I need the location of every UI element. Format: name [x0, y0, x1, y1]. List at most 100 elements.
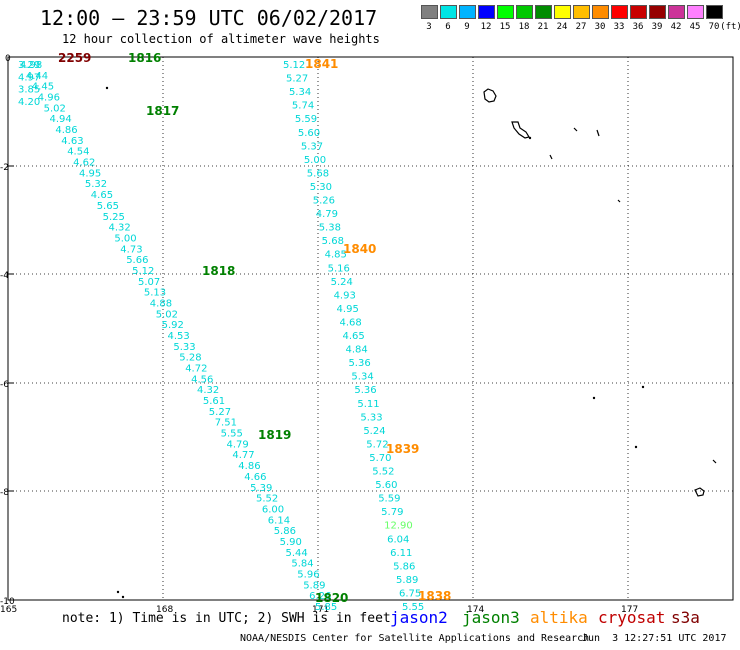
longitude-label: 168 — [156, 605, 173, 615]
wave-height-value: 5.30 — [310, 182, 332, 193]
legend-swatch — [535, 5, 552, 19]
wave-height-value: 5.07 — [138, 277, 160, 288]
wave-height-value: 5.38 — [319, 223, 341, 234]
satellite-cryosat: cryosat — [598, 608, 666, 627]
island-dot — [592, 396, 596, 400]
wave-height-value: 5.59 — [295, 114, 317, 125]
wave-height-value: 5.55 — [402, 602, 424, 613]
wave-height-value: 5.27 — [209, 407, 231, 418]
wave-height-value: 5.89 — [303, 580, 325, 591]
wave-height-value: 5.36 — [354, 385, 376, 396]
wave-height-value: 5.74 — [292, 101, 314, 112]
wave-height-value: 5.33 — [360, 412, 382, 423]
legend-label: 30 — [594, 22, 606, 32]
wave-height-value: 4.94 — [50, 114, 72, 125]
longitude-label: 174 — [467, 605, 484, 615]
pass-time-label: 1838 — [418, 589, 451, 603]
legend-label: 24 — [556, 22, 568, 32]
legend-swatch — [573, 5, 590, 19]
wave-height-value: 4.66 — [244, 472, 266, 483]
island-dot — [634, 445, 638, 449]
wave-height-value: 5.32 — [85, 179, 107, 190]
wave-height-value: 5.26 — [313, 196, 335, 207]
island-outline — [694, 487, 705, 497]
wave-height-value: 4.95 — [79, 168, 101, 179]
wave-height-value: 4.96 — [38, 93, 60, 104]
longitude-label: 171 — [312, 605, 329, 615]
wave-height-value: 5.60 — [298, 128, 320, 139]
legend-label: 70 — [708, 22, 720, 32]
pass-time-label: 1819 — [258, 428, 291, 442]
satellite-jason2: jason2 — [390, 608, 448, 627]
longitude-label: 165 — [0, 605, 17, 615]
generated-timestamp: Jun 3 12:27:51 UTC 2017 — [582, 633, 727, 644]
island-outlines — [105, 86, 717, 599]
wave-height-value: 5.84 — [291, 559, 313, 570]
units-note: note: 1) Time is in UTC; 2) SWH is in fe… — [62, 611, 391, 626]
wave-height-value: 12.90 — [384, 521, 413, 532]
wave-height-value: 5.66 — [126, 255, 148, 266]
legend-label: 36 — [632, 22, 644, 32]
wave-height-value: 5.68 — [307, 168, 329, 179]
wave-height-value: 3.29 — [18, 60, 40, 71]
legend-swatch — [516, 5, 533, 19]
legend-label: 9 — [464, 22, 470, 32]
wave-height-value: 5.72 — [366, 439, 388, 450]
wave-height-value: 6.75 — [399, 588, 421, 599]
legend-swatch — [497, 5, 514, 19]
wave-height-value: 5.60 — [375, 480, 397, 491]
legend-swatch — [706, 5, 723, 19]
legend-label: 27 — [575, 22, 587, 32]
wave-height-value: 4.86 — [238, 461, 260, 472]
wave-height-value: 4.56 — [191, 374, 213, 385]
wave-height-value: 4.32 — [197, 385, 219, 396]
wave-height-value: 4.68 — [340, 317, 362, 328]
wave-height-value: 4.65 — [343, 331, 365, 342]
island-outline — [549, 154, 553, 160]
pass-time-labels: 2259 1816 1817 1818 1819 1820 1841 1840 1839 1838 — [58, 51, 451, 605]
wave-height-value: 4.44 — [26, 71, 48, 82]
legend-label: 45 — [689, 22, 701, 32]
wave-height-value: 4.95 — [337, 304, 359, 315]
wave-height-value: 5.89 — [396, 575, 418, 586]
island-dot — [116, 590, 120, 594]
wave-height-value: 4.72 — [185, 364, 207, 375]
legend-label: 3 — [426, 22, 432, 32]
pass-time-label: 1817 — [146, 104, 179, 118]
wave-height-value: 4.32 — [109, 223, 131, 234]
map-frame — [7, 56, 734, 601]
legend-label: 15 — [499, 22, 511, 32]
wave-height-value: 5.39 — [250, 483, 272, 494]
wave-height-value: 5.52 — [372, 467, 394, 478]
wave-height-value: 5.02 — [156, 309, 178, 320]
wave-height-value: 4.54 — [67, 147, 89, 158]
legend-unit: (ft) — [720, 22, 740, 32]
wave-height-value: 4.45 — [32, 82, 54, 93]
wave-height-value: 3.85 — [18, 85, 40, 96]
latitude-label: -8 — [0, 488, 9, 498]
wave-height-value: 7.51 — [215, 418, 237, 429]
pass-time-label: 1818 — [202, 264, 235, 278]
wave-height-value: 5.28 — [179, 353, 201, 364]
island-dot — [121, 595, 125, 599]
wave-height-value: 4.62 — [73, 158, 95, 169]
wave-height-value: 5.70 — [369, 453, 391, 464]
longitude-label: 177 — [621, 605, 638, 615]
wave-height-value: 4.73 — [120, 244, 142, 255]
wave-height-value: 5.36 — [348, 358, 370, 369]
legend-label: 18 — [518, 22, 530, 32]
wave-height-value: 5.61 — [203, 396, 225, 407]
wave-height-value: 6.26 — [309, 591, 331, 602]
wave-height-value: 5.11 — [357, 399, 379, 410]
wave-height-value: 4.53 — [168, 331, 190, 342]
satellite-jason3: jason3 — [462, 608, 520, 627]
pass-time-label: 1840 — [343, 242, 376, 256]
wave-height-value: 5.55 — [221, 429, 243, 440]
legend-swatch — [630, 5, 647, 19]
island-dot — [641, 385, 645, 389]
latitude-label: 0 — [5, 54, 11, 64]
wave-height-value: 5.24 — [331, 277, 353, 288]
wave-height-value: 5.59 — [378, 494, 400, 505]
